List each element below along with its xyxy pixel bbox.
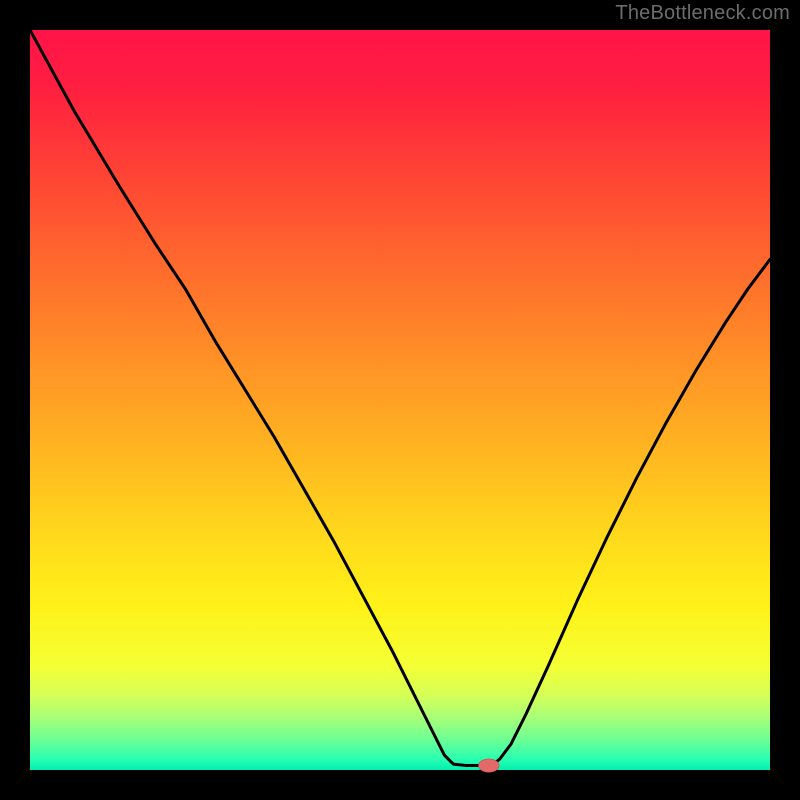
- watermark-text: TheBottleneck.com: [615, 2, 790, 25]
- chart-stage: TheBottleneck.com: [0, 0, 800, 800]
- plot-background: [30, 30, 770, 770]
- chart-svg: [0, 0, 800, 800]
- minimum-marker: [478, 759, 499, 772]
